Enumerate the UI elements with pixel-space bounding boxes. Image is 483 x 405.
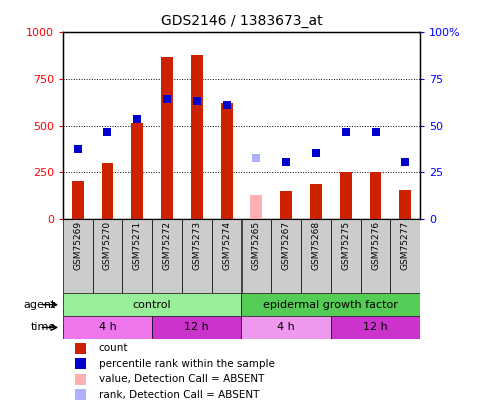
Text: GSM75270: GSM75270 <box>103 221 112 270</box>
Bar <box>369 172 382 219</box>
Text: GSM75272: GSM75272 <box>163 221 171 270</box>
Point <box>372 129 380 135</box>
Point <box>312 149 320 156</box>
Bar <box>191 55 203 219</box>
Text: GSM75275: GSM75275 <box>341 221 350 270</box>
Point <box>401 159 409 165</box>
Bar <box>331 219 361 293</box>
Bar <box>331 316 420 339</box>
Point <box>104 129 112 135</box>
Bar <box>182 219 212 293</box>
Bar <box>242 219 271 293</box>
Text: GSM75271: GSM75271 <box>133 221 142 270</box>
Text: epidermal growth factor: epidermal growth factor <box>263 300 398 310</box>
Bar <box>93 219 122 293</box>
Bar <box>75 389 86 400</box>
Text: agent: agent <box>23 300 56 310</box>
Bar <box>251 194 262 219</box>
Bar <box>63 316 152 339</box>
Text: control: control <box>133 300 171 310</box>
Bar <box>340 172 352 219</box>
Text: GSM75268: GSM75268 <box>312 221 320 270</box>
Bar <box>152 219 182 293</box>
Bar <box>390 219 420 293</box>
Bar <box>152 316 242 339</box>
Point <box>193 98 201 104</box>
Text: GDS2146 / 1383673_at: GDS2146 / 1383673_at <box>161 14 322 28</box>
Bar <box>63 219 93 293</box>
Bar <box>280 191 292 219</box>
Point <box>163 96 171 103</box>
Text: 12 h: 12 h <box>185 322 209 333</box>
Bar <box>75 374 86 385</box>
Bar <box>101 163 114 219</box>
Text: GSM75274: GSM75274 <box>222 221 231 270</box>
Bar <box>75 343 86 354</box>
Bar <box>75 358 86 369</box>
Bar <box>242 316 331 339</box>
Bar <box>161 57 173 219</box>
Bar <box>310 184 322 219</box>
Point <box>223 102 230 108</box>
Text: time: time <box>30 322 56 333</box>
Text: GSM75265: GSM75265 <box>252 221 261 270</box>
Bar <box>301 219 331 293</box>
Bar <box>122 219 152 293</box>
Text: GSM75276: GSM75276 <box>371 221 380 270</box>
Text: GSM75273: GSM75273 <box>192 221 201 270</box>
Point <box>282 159 290 165</box>
Text: GSM75277: GSM75277 <box>401 221 410 270</box>
Text: GSM75269: GSM75269 <box>73 221 82 270</box>
Text: 12 h: 12 h <box>363 322 388 333</box>
Point <box>342 129 350 135</box>
Point <box>74 146 82 152</box>
Text: 4 h: 4 h <box>99 322 116 333</box>
Point <box>253 155 260 162</box>
Bar <box>72 181 84 219</box>
Bar <box>131 123 143 219</box>
Bar <box>361 219 390 293</box>
Bar <box>271 219 301 293</box>
Bar <box>242 293 420 316</box>
Bar <box>63 293 242 316</box>
Bar <box>221 103 233 219</box>
Text: count: count <box>99 343 128 353</box>
Text: 4 h: 4 h <box>277 322 295 333</box>
Point <box>133 116 141 122</box>
Text: GSM75267: GSM75267 <box>282 221 291 270</box>
Text: percentile rank within the sample: percentile rank within the sample <box>99 359 274 369</box>
Text: rank, Detection Call = ABSENT: rank, Detection Call = ABSENT <box>99 390 259 400</box>
Text: value, Detection Call = ABSENT: value, Detection Call = ABSENT <box>99 374 264 384</box>
Bar <box>399 190 412 219</box>
Bar <box>212 219 242 293</box>
